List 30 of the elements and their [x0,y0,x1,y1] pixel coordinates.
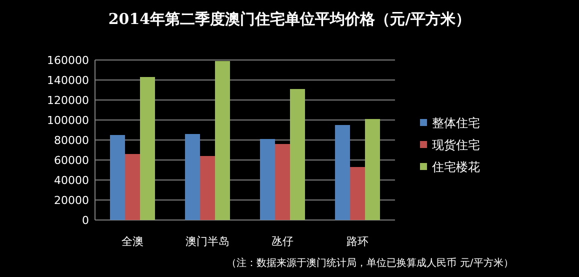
bar [110,135,125,220]
x-tick-label: 氹仔 [272,235,294,248]
bar [335,125,350,220]
bar [365,119,380,220]
bar [290,89,305,220]
bar [275,144,290,220]
bar [260,139,275,220]
y-tick-label: 100000 [47,114,89,127]
x-tick-label: 澳门半岛 [186,235,230,248]
bar [140,77,155,220]
y-tick-label: 60000 [54,154,89,167]
bar [125,154,140,220]
y-tick-label: 20000 [54,194,89,207]
y-tick-label: 0 [82,214,89,227]
text: （注：数据来源于澳门统计局，单位已换算成人民币 元/平方米） [226,257,514,269]
bar [215,61,230,220]
bar [200,156,215,220]
y-tick-label: 40000 [54,174,89,187]
bar [185,134,200,220]
y-tick-label: 160000 [47,54,89,67]
y-tick-label: 140000 [47,74,89,87]
chart-title: 2014年第二季度澳门住宅单位平均价格（元/平方米） [108,10,471,28]
legend-label: 整体住宅 [432,116,480,130]
y-tick-label: 120000 [47,94,89,107]
y-tick-label: 80000 [54,134,89,147]
x-tick-label: 全澳 [122,235,144,248]
x-tick-label: 路环 [346,235,368,248]
legend-label: 住宅楼花 [431,160,480,174]
legend-label: 现货住宅 [432,138,480,152]
bar [350,167,365,220]
